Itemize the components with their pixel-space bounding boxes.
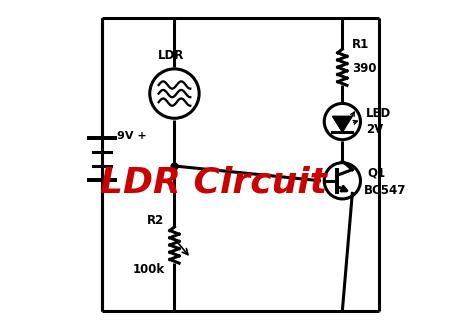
- Text: 2V: 2V: [366, 123, 383, 136]
- Text: 9V +: 9V +: [117, 131, 146, 141]
- Text: LDR: LDR: [158, 49, 184, 62]
- Text: Q1: Q1: [367, 166, 385, 179]
- Text: R1: R1: [352, 38, 369, 51]
- Text: 390: 390: [352, 62, 377, 75]
- Text: 100k: 100k: [132, 263, 164, 276]
- Text: LED: LED: [366, 107, 392, 120]
- Text: R2: R2: [147, 214, 164, 227]
- Text: LDR Circuit: LDR Circuit: [100, 165, 328, 200]
- Text: BC547: BC547: [364, 184, 406, 197]
- Polygon shape: [332, 116, 352, 132]
